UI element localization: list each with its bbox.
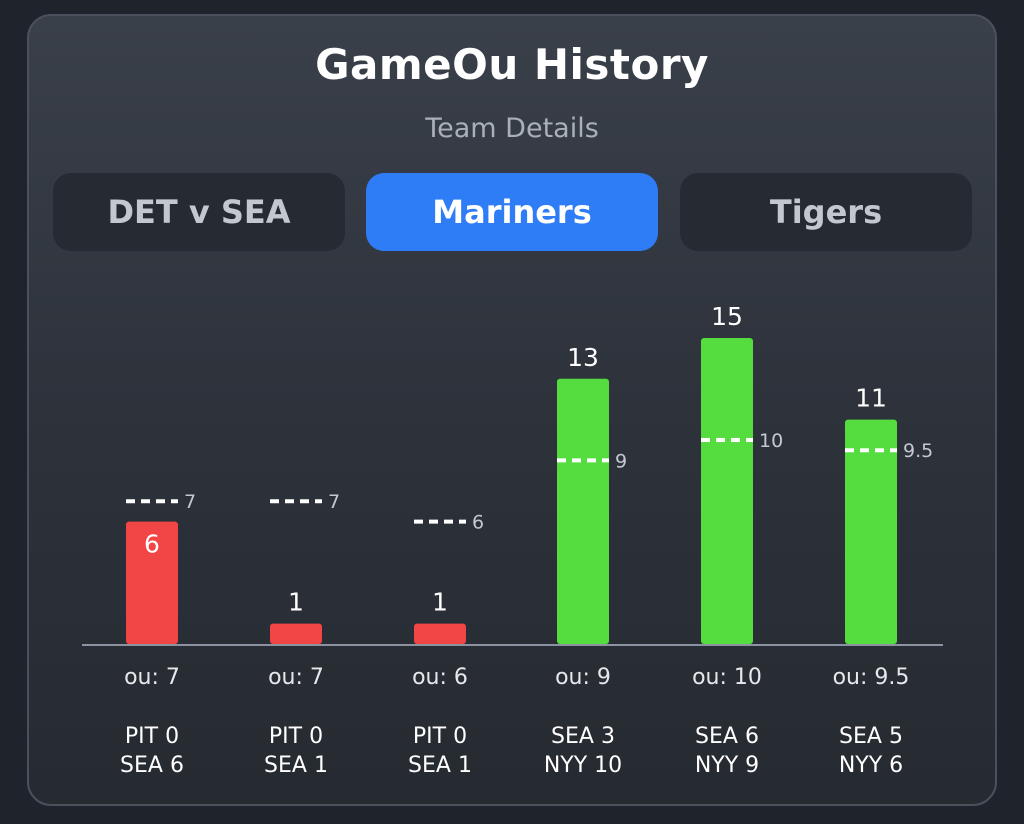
ou-line-label-5: 10 <box>759 430 783 452</box>
ou-line-label-2: 7 <box>328 491 340 513</box>
bar-game-1 <box>126 521 178 644</box>
tab-mariners[interactable]: Mariners <box>366 173 658 251</box>
bar-game-3 <box>414 623 466 644</box>
game-score-away-6: SEA 5 <box>839 724 903 749</box>
page-subtitle: Team Details <box>425 113 599 144</box>
ou-axis-label-3: ou: 6 <box>412 665 468 690</box>
game-score-away-3: PIT 0 <box>413 724 467 749</box>
bar-game-4 <box>557 378 609 644</box>
game-score-away-2: PIT 0 <box>269 724 323 749</box>
tab-tigers[interactable]: Tigers <box>680 173 972 251</box>
ou-line-label-1: 7 <box>184 491 196 513</box>
value-label-4: 13 <box>567 343 599 372</box>
ou-axis-label-5: ou: 10 <box>692 665 762 690</box>
ou-axis-label-6: ou: 9.5 <box>833 665 910 690</box>
bar-game-5 <box>701 338 753 644</box>
ou-line-label-4: 9 <box>615 450 627 472</box>
game-score-home-5: NYY 9 <box>695 753 759 778</box>
game-score-home-4: NYY 10 <box>544 753 622 778</box>
game-score-home-3: SEA 1 <box>408 753 472 778</box>
value-label-6: 11 <box>855 384 887 413</box>
game-score-away-5: SEA 6 <box>695 724 759 749</box>
tab-det-v-sea[interactable]: DET v SEA <box>53 173 345 251</box>
game-score-home-2: SEA 1 <box>264 753 328 778</box>
game-score-home-6: NYY 6 <box>839 753 903 778</box>
game-score-home-1: SEA 6 <box>120 753 184 778</box>
ou-axis-label-2: ou: 7 <box>268 665 324 690</box>
bar-game-2 <box>270 623 322 644</box>
page-title: GameOu History <box>315 40 709 89</box>
ou-line-label-3: 6 <box>472 512 484 534</box>
game-score-away-4: SEA 3 <box>551 724 615 749</box>
game-ou-card <box>27 14 997 806</box>
game-score-away-1: PIT 0 <box>125 724 179 749</box>
bar-game-6 <box>845 419 897 644</box>
value-label-3: 1 <box>432 588 448 617</box>
ou-line-label-6: 9.5 <box>903 440 933 462</box>
value-label-1: 6 <box>144 530 160 559</box>
ou-axis-label-1: ou: 7 <box>124 665 180 690</box>
ou-axis-label-4: ou: 9 <box>555 665 611 690</box>
value-label-5: 15 <box>711 302 743 331</box>
value-label-2: 1 <box>288 588 304 617</box>
